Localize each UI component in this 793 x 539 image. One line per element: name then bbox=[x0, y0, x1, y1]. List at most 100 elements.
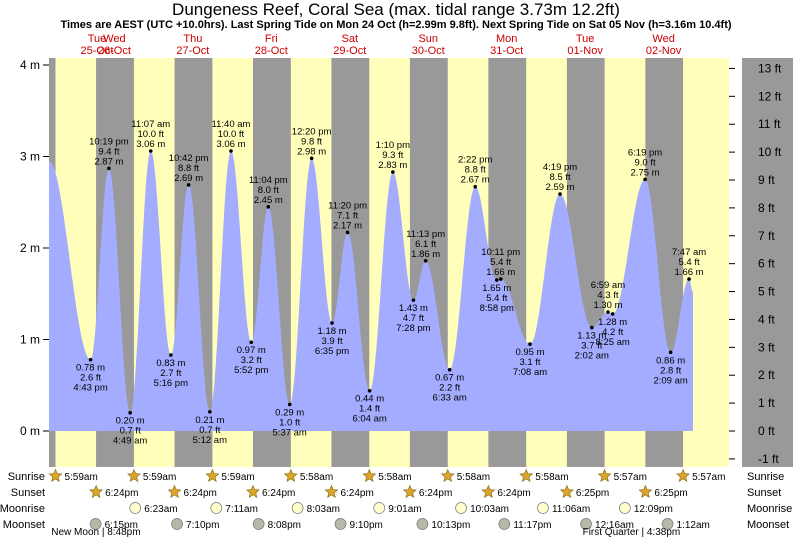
right-axis-label: 3 ft bbox=[758, 340, 775, 354]
sun-icon bbox=[440, 468, 455, 482]
tide-label: 3.2 ft bbox=[241, 355, 262, 366]
tide-point bbox=[447, 367, 452, 372]
event-time: 5:59am bbox=[221, 472, 254, 483]
row-label-right: Moonrise bbox=[747, 503, 792, 515]
tide-point bbox=[411, 298, 416, 302]
chart-title: Dungeness Reef, Coral Sea (max. tidal ra… bbox=[172, 0, 620, 19]
event-time: 11:17pm bbox=[513, 520, 551, 531]
right-axis-label: -1 ft bbox=[758, 452, 779, 466]
tide-label: 2.75 m bbox=[631, 167, 660, 178]
tide-label: 1.43 m bbox=[399, 303, 428, 314]
tide-label: 0.21 m bbox=[195, 415, 224, 426]
tide-label: 11:20 pm bbox=[328, 200, 367, 211]
right-axis-label: 10 ft bbox=[758, 145, 782, 159]
tide-label: 7:08 am bbox=[513, 367, 547, 378]
sun-icon bbox=[48, 468, 63, 482]
tide-label: 0.78 m bbox=[76, 363, 105, 374]
day-of-week: Wed bbox=[103, 33, 125, 45]
tide-point bbox=[208, 409, 212, 414]
tide-label: 0.67 m bbox=[435, 373, 464, 384]
moon-icon bbox=[129, 502, 142, 514]
tide-label: 2.8 ft bbox=[660, 365, 681, 376]
event-time: 5:58am bbox=[457, 472, 490, 483]
day-date: 30-Oct bbox=[412, 45, 445, 57]
tide-label: 3.06 m bbox=[216, 139, 245, 150]
tide-point bbox=[128, 410, 132, 415]
tide-label: 8.5 ft bbox=[549, 172, 570, 183]
event-time: 11:06am bbox=[552, 504, 590, 515]
moon-icon bbox=[580, 518, 592, 530]
tide-label: 1.86 m bbox=[411, 249, 440, 260]
right-axis-label: 5 ft bbox=[758, 285, 775, 299]
event-time: 5:57am bbox=[692, 472, 725, 483]
tide-label: 5:52 pm bbox=[234, 365, 268, 376]
row-label-right: Moonset bbox=[747, 519, 789, 531]
tide-label: 11:07 am bbox=[131, 119, 170, 130]
event-time: 8:08pm bbox=[268, 520, 301, 531]
tide-label: 1.30 m bbox=[593, 300, 622, 311]
tide-point bbox=[643, 177, 647, 182]
sun-icon bbox=[127, 468, 141, 482]
moon-icon bbox=[89, 518, 102, 530]
sun-icon bbox=[559, 484, 574, 498]
event-time: 10:03am bbox=[470, 504, 509, 515]
moon-icon bbox=[171, 518, 183, 530]
day-date: 28-Oct bbox=[255, 45, 288, 57]
event-time: 6:23am bbox=[144, 504, 177, 515]
event-time: 6:24pm bbox=[340, 488, 373, 499]
tide-label: 0.20 m bbox=[116, 416, 145, 427]
event-time: 12:16am bbox=[595, 520, 634, 531]
moon-icon bbox=[373, 502, 386, 514]
sun-icon bbox=[283, 468, 298, 482]
tide-point bbox=[423, 259, 428, 263]
day-of-week: Wed bbox=[652, 33, 674, 45]
tide-label: 1.65 m bbox=[482, 283, 511, 294]
tide-label: 9.0 ft bbox=[634, 157, 655, 168]
tide-label: 2.69 m bbox=[174, 173, 203, 184]
sun-icon bbox=[324, 484, 339, 498]
moon-icon bbox=[498, 518, 511, 530]
tide-point bbox=[606, 310, 610, 314]
sun-icon bbox=[519, 468, 534, 482]
day-labels: Tue25-OctWed26-OctThu27-OctFri28-OctSat2… bbox=[80, 33, 681, 57]
tide-point bbox=[229, 149, 233, 153]
tide-label: 0.7 ft bbox=[120, 426, 141, 437]
tide-label: 3.7 ft bbox=[581, 341, 602, 352]
tide-label: 4.7 ft bbox=[403, 313, 424, 324]
event-time: 7:10pm bbox=[186, 520, 219, 531]
left-axis-label: 2 m bbox=[20, 241, 40, 255]
tide-label: 3.9 ft bbox=[321, 336, 342, 347]
event-time: 5:58am bbox=[378, 472, 411, 483]
tide-label: 7.1 ft bbox=[337, 210, 358, 221]
tide-label: 0.97 m bbox=[237, 345, 266, 356]
tide-label: 2.67 m bbox=[461, 175, 490, 186]
tide-label: 5.4 ft bbox=[490, 257, 511, 268]
moon-icon bbox=[334, 518, 347, 530]
axes: 0 m 1 m 2 m 3 m 4 m -1 ft 0 ft 1 ft 2 ft 3 ft 4 ft… bbox=[20, 58, 782, 466]
tide-label: 3.1 ft bbox=[519, 357, 540, 368]
tide-label: 1.66 m bbox=[486, 267, 515, 278]
tide-label: 3.06 m bbox=[136, 139, 165, 150]
tide-label: 11:13 pm bbox=[406, 229, 445, 240]
day-date: 02-Nov bbox=[646, 45, 682, 57]
row-label-left: Moonrise bbox=[0, 503, 45, 515]
tide-label: 2.98 m bbox=[297, 146, 326, 157]
sun-icon bbox=[481, 484, 496, 498]
day-of-week: Sat bbox=[342, 33, 359, 45]
row-label-right: Sunset bbox=[747, 487, 781, 499]
right-axis-label: 6 ft bbox=[758, 257, 775, 271]
day-of-week: Thu bbox=[183, 33, 202, 45]
event-time: 8:03am bbox=[307, 504, 340, 515]
tide-point bbox=[249, 340, 254, 345]
tide-label: 5.4 ft bbox=[678, 257, 699, 268]
tide-point bbox=[558, 192, 562, 196]
event-time: 6:25pm bbox=[654, 488, 687, 499]
event-time: 6:25pm bbox=[576, 488, 609, 499]
tide-point bbox=[668, 350, 673, 355]
tide-point bbox=[391, 170, 395, 174]
tide-label: 2.7 ft bbox=[160, 368, 181, 379]
tide-label: 0.7 ft bbox=[199, 425, 220, 436]
tide-label: 0.29 m bbox=[275, 407, 304, 418]
tide-point bbox=[589, 325, 594, 330]
tide-label: 0.44 m bbox=[355, 394, 384, 405]
